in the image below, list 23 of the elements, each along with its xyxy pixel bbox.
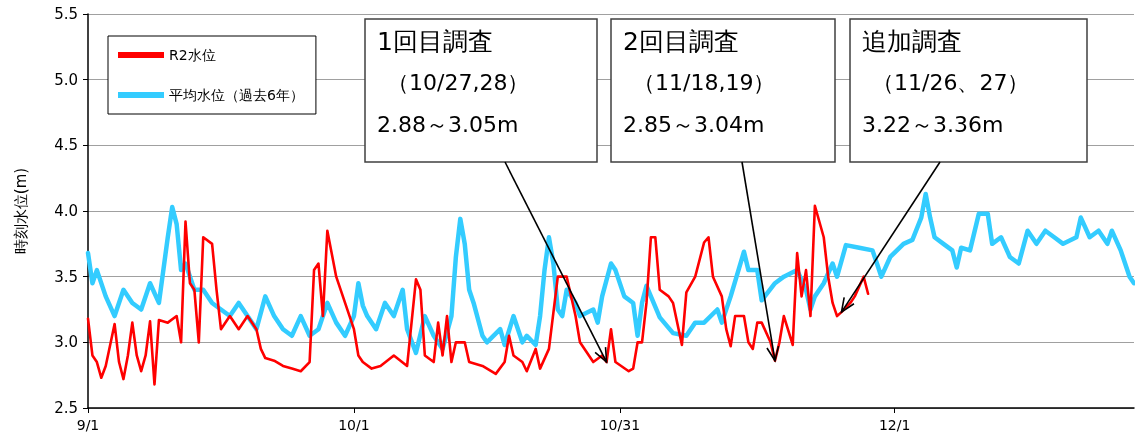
annotation: 2.85～3.04m — [623, 111, 765, 137]
x-tick-label: 10/31 — [599, 417, 641, 433]
annotation: 1回目調査 — [377, 27, 493, 56]
y-tick-label: 2.5 — [54, 399, 78, 417]
y-tick-label: 4.5 — [54, 136, 78, 155]
annotation: （10/27,28） — [387, 69, 530, 95]
legend-label: R2水位 — [169, 47, 216, 63]
x-tick-label: 10/1 — [338, 417, 370, 433]
y-tick-label: 3.0 — [54, 333, 78, 352]
y-axis-title: 時刻水位(m) — [11, 167, 30, 255]
annotation: 2回目調査 — [623, 27, 739, 56]
annotation: （11/26、27） — [872, 69, 1030, 95]
annotation: 2.88～3.05m — [377, 111, 519, 137]
x-tick-label: 9/1 — [76, 417, 100, 433]
y-tick-label: 5.5 — [54, 5, 78, 23]
annotation: 追加調査 — [862, 27, 962, 56]
y-tick-label: 3.5 — [54, 267, 78, 286]
annotation: 3.22～3.36m — [862, 111, 1004, 137]
annotation: （11/18,19） — [633, 69, 776, 95]
legend-label: 平均水位（過去6年） — [169, 87, 304, 103]
y-tick-label: 4.0 — [54, 202, 78, 220]
y-tick-label: 5.0 — [54, 70, 78, 89]
x-tick-label: 12/1 — [878, 417, 911, 433]
